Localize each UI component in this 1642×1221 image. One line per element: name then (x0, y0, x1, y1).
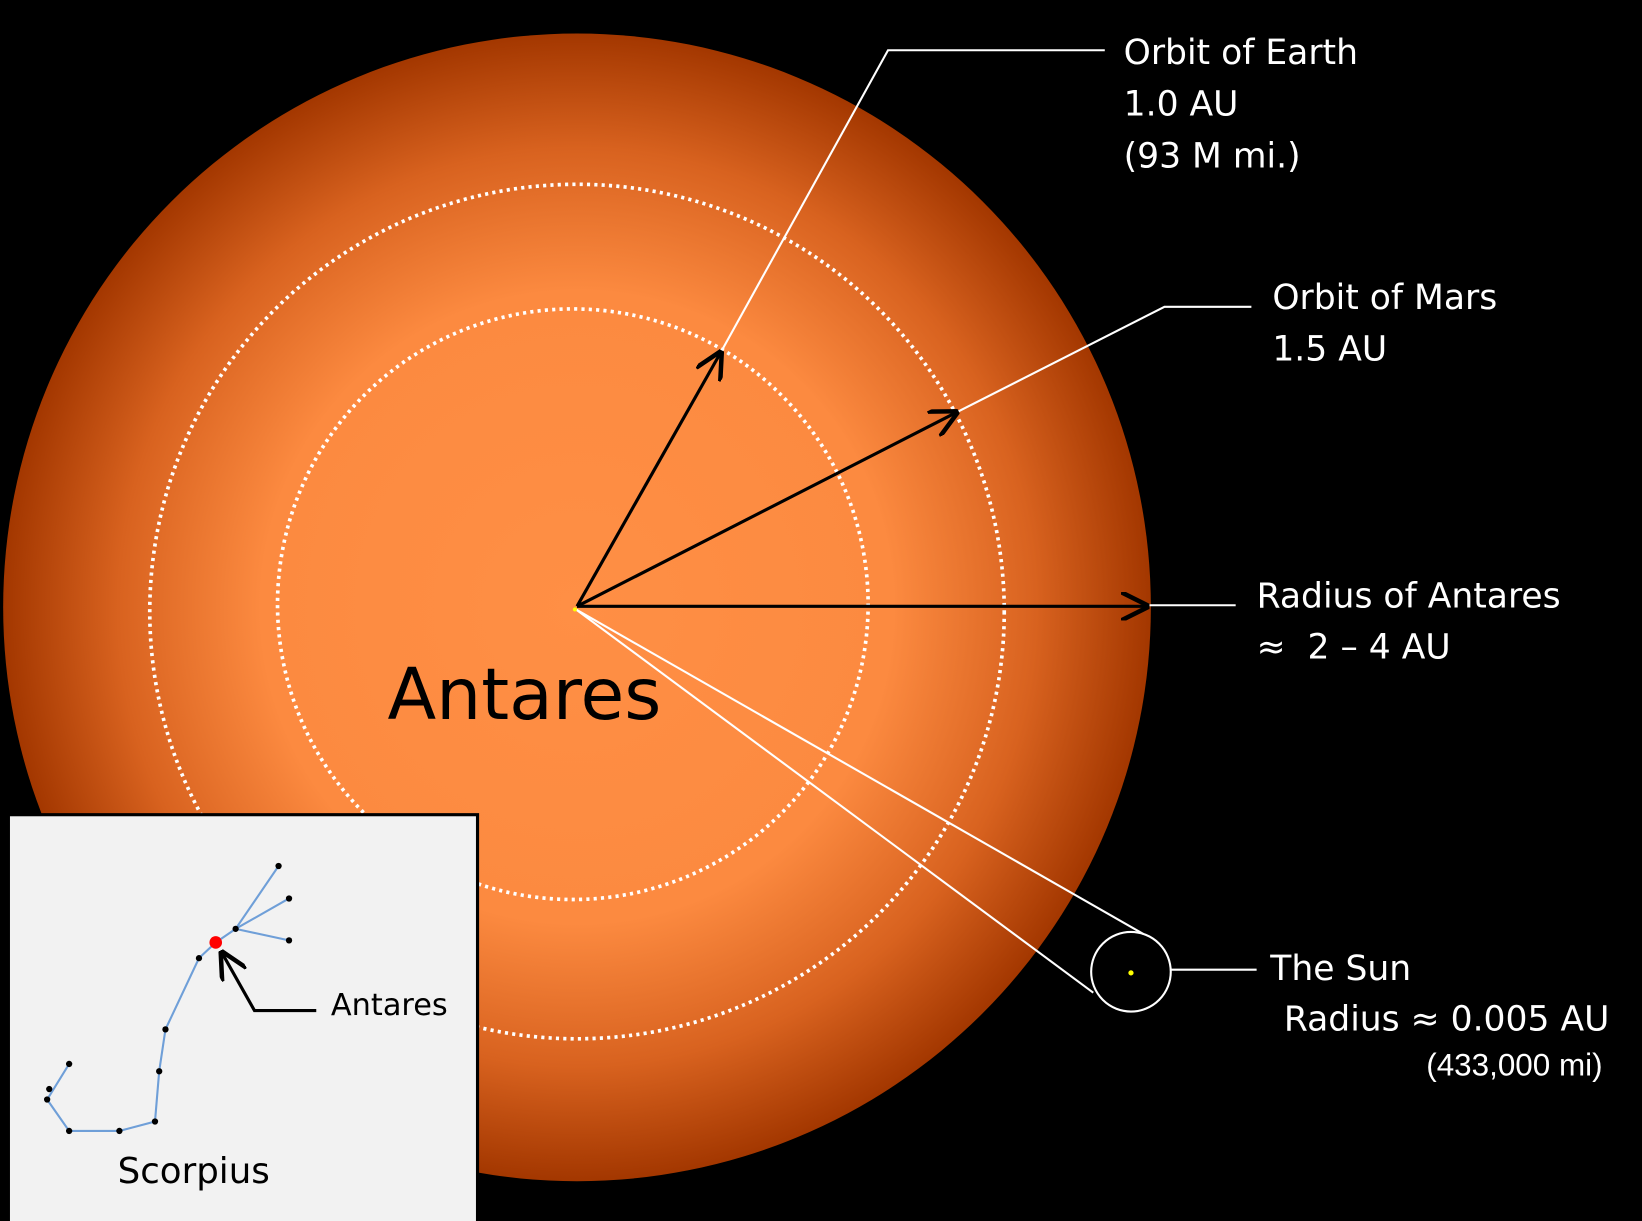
star (156, 1068, 162, 1074)
star (162, 1026, 168, 1032)
star (232, 926, 238, 932)
callout-text: Orbit of Earth (1124, 33, 1358, 73)
diagram: Antares Orbit of Earth 1.0 AU (93 M mi.)… (0, 0, 1642, 1221)
inset-title: Scorpius (118, 1151, 270, 1192)
star (286, 895, 292, 901)
star (152, 1118, 158, 1124)
callout-text: 1.0 AU (1124, 84, 1239, 124)
star (66, 1128, 72, 1134)
star (275, 863, 281, 869)
sun-dot-small (573, 607, 577, 611)
page: Antares Orbit of Earth 1.0 AU (93 M mi.)… (0, 0, 1642, 1221)
inset-marker-label: Antares (331, 988, 448, 1023)
sun-dot (1128, 970, 1133, 975)
star (44, 1096, 50, 1102)
callout-text: Orbit of Mars (1272, 278, 1497, 318)
callout-text: 1.5 AU (1272, 329, 1387, 369)
callout-text: The Sun (1269, 949, 1411, 989)
star-label: Antares (387, 653, 661, 736)
callout-text: (93 M mi.) (1124, 137, 1301, 177)
callout-text: Radius ≈ 0.005 AU (1284, 999, 1610, 1039)
antares-marker (209, 936, 222, 949)
callout-text: (433,000 mi) (1426, 1047, 1602, 1082)
callout-text: Radius of Antares (1257, 576, 1561, 616)
star (196, 955, 202, 961)
star (116, 1128, 122, 1134)
star (46, 1086, 52, 1092)
callout-text: ≈ 2 – 4 AU (1257, 628, 1451, 668)
star (66, 1061, 72, 1067)
star (286, 937, 292, 943)
inset: Antares Scorpius (8, 815, 477, 1221)
